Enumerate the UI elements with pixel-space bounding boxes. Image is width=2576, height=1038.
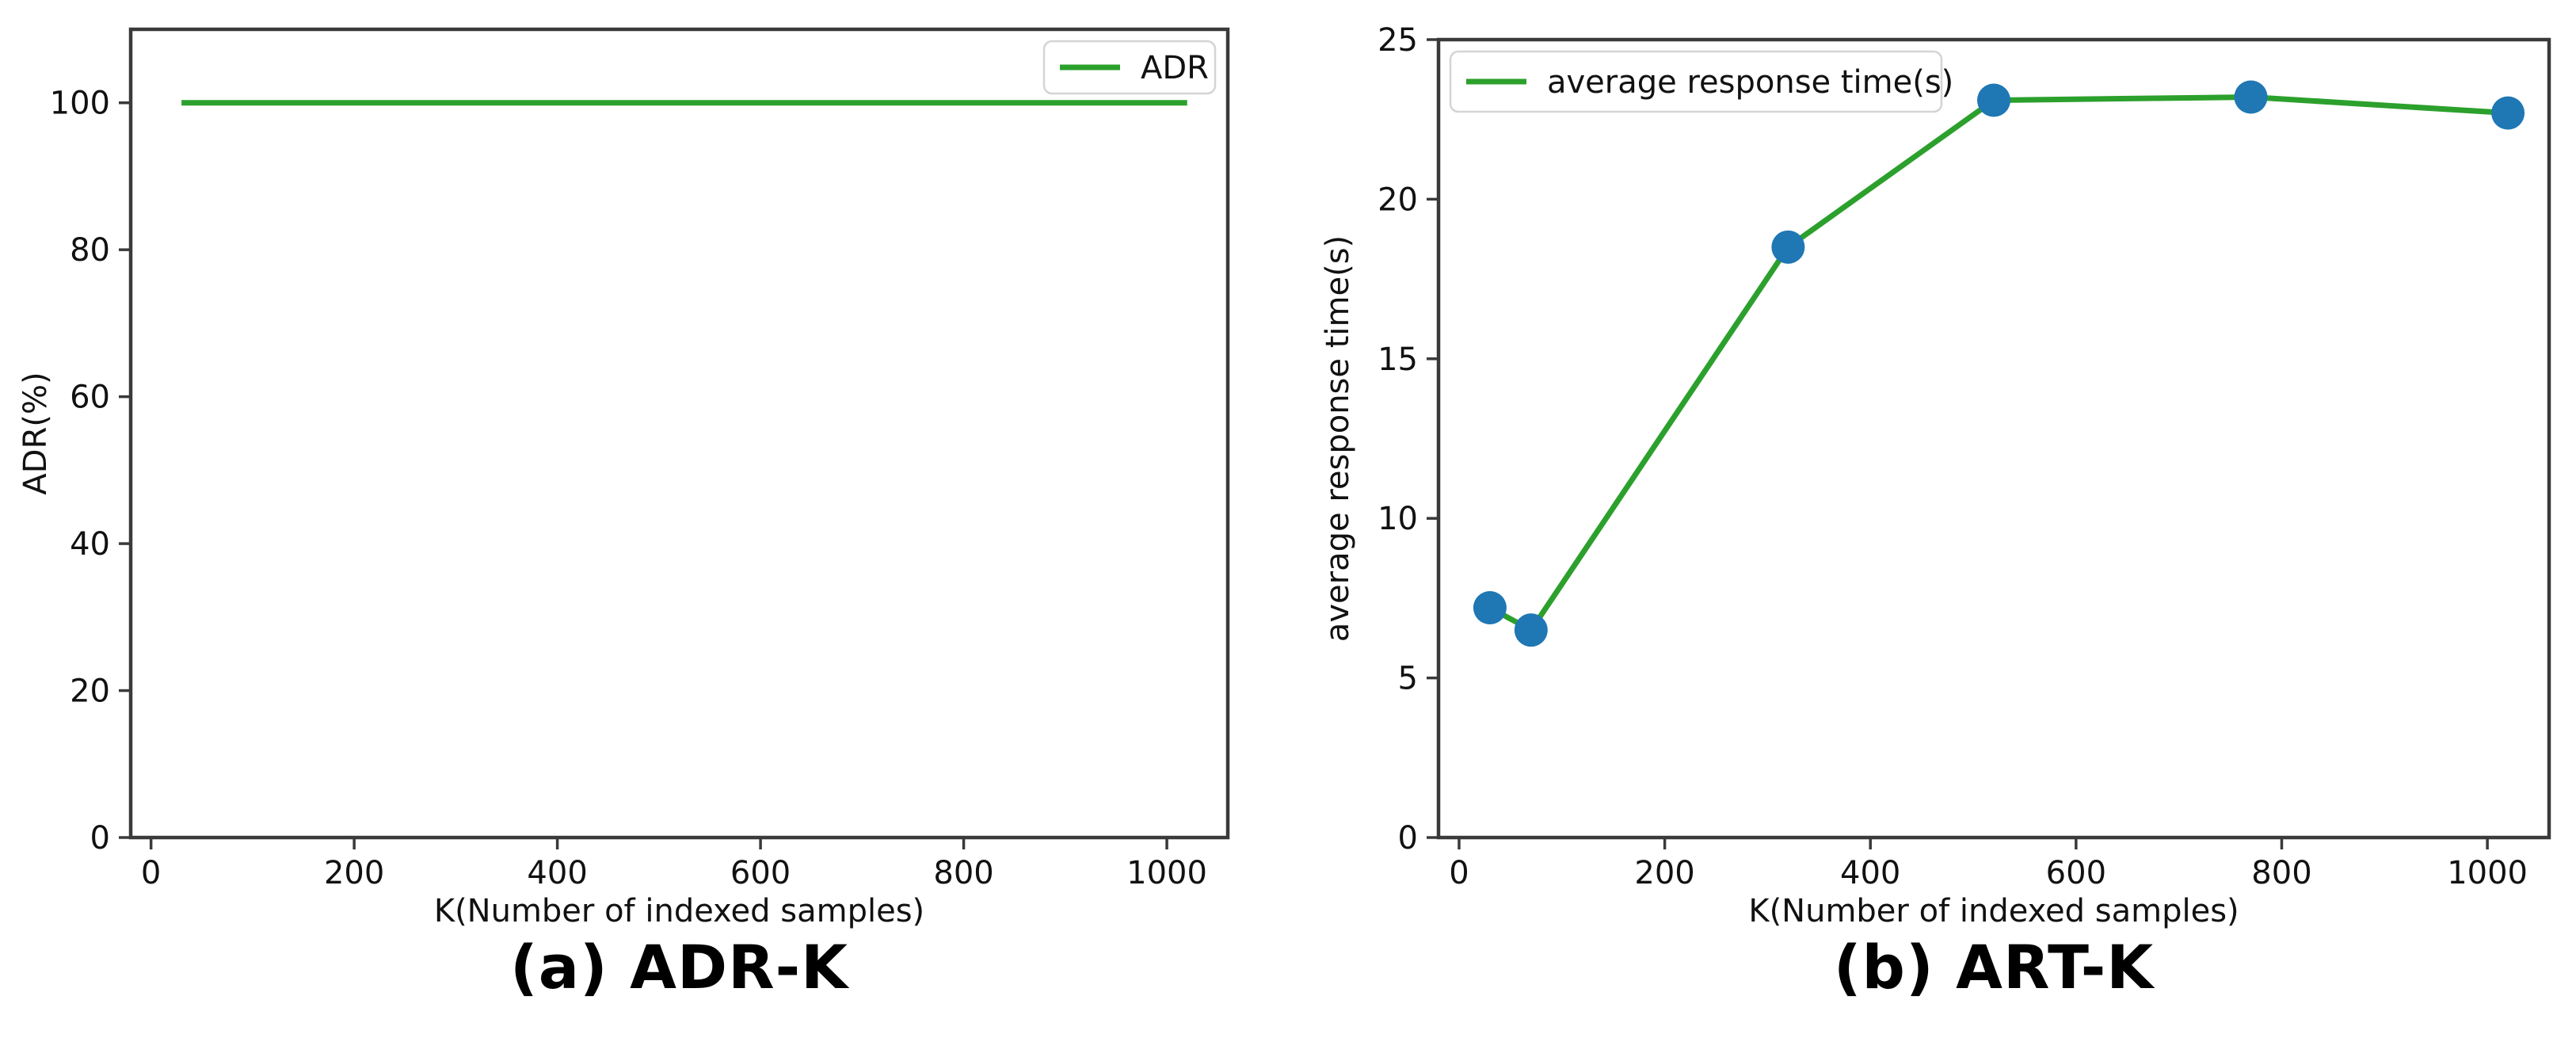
- x-axis-label: K(Number of indexed samples): [1748, 893, 2239, 929]
- y-tick-label: 80: [70, 232, 110, 269]
- y-tick-label: 100: [50, 86, 110, 122]
- data-point-marker: [1514, 613, 1548, 647]
- y-tick-label: 15: [1378, 342, 1418, 378]
- x-tick-label: 600: [2046, 855, 2106, 891]
- y-tick-label: 20: [70, 674, 110, 710]
- subplot-art-k: 0 200 400 600 800 1000 0 5 10 15 20 25 K(Number of i…: [1288, 0, 2576, 1038]
- y-axis-label: average response time(s): [1320, 235, 1356, 642]
- y-tick-label: 0: [1398, 820, 1418, 857]
- y-tick-label: 0: [90, 820, 110, 857]
- legend-label: ADR: [1141, 50, 1209, 86]
- x-tick-label: 1000: [2447, 855, 2528, 891]
- data-point-marker: [1977, 83, 2010, 117]
- y-tick-label: 40: [70, 526, 110, 563]
- legend-box: [1449, 50, 1943, 113]
- data-point-marker: [1473, 590, 1507, 624]
- x-tick-label: 600: [730, 855, 791, 891]
- x-tick-label: 1000: [1126, 855, 1207, 891]
- x-axis-label: K(Number of indexed samples): [434, 893, 924, 929]
- art-line-chart-canvas: 0 200 400 600 800 1000 0 5 10 15 20 25 K(Number of i…: [1320, 22, 2551, 929]
- y-tick-label: 25: [1378, 22, 1418, 59]
- x-tick-label: 400: [527, 855, 587, 891]
- x-tick-label: 800: [2251, 855, 2311, 891]
- x-tick-label: 200: [324, 855, 384, 891]
- y-tick-label: 5: [1398, 661, 1418, 697]
- data-point-marker: [2234, 80, 2268, 114]
- legend-label: average response time(s): [1547, 64, 1953, 101]
- data-point-marker: [1771, 230, 1805, 264]
- plot-border: [1436, 37, 2551, 840]
- subplot-adr-k: 0 200 400 600 800 1000 0 20 40 60 80 100 K(Number of…: [17, 27, 1230, 1002]
- legend-box: [1042, 40, 1217, 95]
- subplot-caption-b: (b) ART-K: [1833, 932, 2155, 1002]
- y-tick-label: 10: [1378, 501, 1418, 537]
- data-point-marker: [2491, 96, 2525, 130]
- x-tick-label: 0: [1449, 855, 1469, 891]
- x-tick-label: 0: [141, 855, 161, 891]
- subplot-caption-a: (a) ADR-K: [509, 932, 849, 1002]
- y-tick-label: 60: [70, 380, 110, 416]
- x-tick-label: 800: [933, 855, 993, 891]
- y-axis-label: ADR(%): [17, 372, 54, 494]
- y-tick-label: 20: [1378, 181, 1418, 218]
- x-tick-label: 400: [1840, 855, 1900, 891]
- adr-line-chart-canvas: 0 200 400 600 800 1000 0 20 40 60 80 100 K(Number of…: [17, 27, 1230, 929]
- plot-border: [128, 27, 1230, 840]
- x-tick-label: 200: [1634, 855, 1694, 891]
